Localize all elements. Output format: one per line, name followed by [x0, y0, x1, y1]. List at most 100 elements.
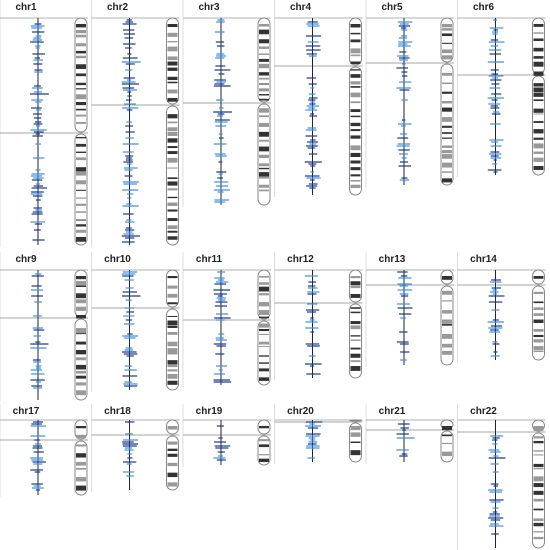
ideogram-band — [167, 67, 178, 71]
ideogram-band — [350, 115, 361, 118]
ideogram-band — [259, 29, 269, 35]
chromosome-panel: chr22 — [457, 404, 546, 550]
ideogram-band — [259, 139, 269, 142]
ideogram-band — [533, 87, 544, 93]
chromosome-label: chr6 — [473, 2, 495, 13]
ideogram-q-arm — [74, 133, 88, 246]
ideogram-band — [442, 290, 452, 295]
ideogram-band — [533, 151, 544, 154]
ideogram-band — [76, 434, 86, 439]
ideogram-band — [259, 122, 269, 127]
ideogram-band — [76, 453, 86, 458]
ideogram-band — [76, 314, 86, 319]
ideogram-band — [259, 454, 269, 456]
ideogram-band — [350, 184, 361, 189]
ideogram-band — [533, 56, 544, 59]
ideogram-band — [442, 310, 452, 314]
ideogram-band — [533, 490, 544, 495]
ideogram-band — [350, 86, 361, 88]
ideogram-band — [76, 349, 86, 355]
ideogram-band — [533, 518, 544, 522]
ideogram-band — [76, 370, 86, 374]
ideogram-band — [259, 276, 269, 278]
ideogram-band — [533, 291, 544, 294]
ideogram-band — [259, 88, 269, 92]
ideogram-band — [76, 364, 86, 370]
ideogram-band — [350, 69, 361, 71]
ideogram-band — [442, 426, 452, 431]
ideogram-band — [167, 127, 178, 132]
ideogram-q-arm — [166, 105, 179, 246]
ideogram-band — [350, 32, 361, 35]
ideogram-band — [442, 451, 452, 457]
ideogram-band — [167, 46, 178, 52]
ideogram-band — [167, 293, 178, 298]
ideogram-band — [533, 531, 544, 533]
ideogram-band — [167, 181, 178, 186]
ideogram-band — [350, 432, 361, 437]
ideogram-band — [167, 146, 178, 149]
ideogram-band — [167, 453, 178, 457]
ideogram-band — [442, 343, 452, 348]
ideogram-band — [533, 276, 544, 279]
ideogram-band — [533, 468, 544, 470]
ideogram-band — [76, 426, 86, 429]
chromosome-panel: chr2 — [91, 0, 180, 247]
ideogram-band — [350, 441, 361, 444]
ideogram-band — [533, 463, 544, 468]
ideogram-band — [350, 281, 361, 286]
ideogram-band — [533, 32, 544, 34]
ideogram-band — [167, 462, 178, 467]
ideogram-band — [350, 145, 361, 151]
ideogram-band — [76, 467, 86, 470]
ideogram-band — [76, 236, 86, 242]
ideogram-band — [259, 108, 269, 113]
ideogram-band — [76, 108, 86, 111]
ideogram-band — [76, 299, 86, 304]
ideogram-band — [533, 476, 544, 482]
chromosome-label: chr9 — [15, 254, 37, 265]
ideogram-band — [167, 188, 178, 191]
chromosome-panel: chr20 — [274, 404, 363, 464]
ideogram-band — [167, 441, 178, 445]
ideogram-band — [350, 174, 361, 177]
ideogram-band — [167, 325, 178, 328]
ideogram-band — [533, 483, 544, 488]
ideogram-band — [167, 482, 178, 487]
ideogram-band — [533, 121, 544, 123]
ideogram-band — [442, 107, 452, 112]
ideogram-band — [533, 536, 544, 540]
ideogram-band — [167, 373, 178, 379]
ideogram-band — [76, 82, 86, 86]
chromosome-label: chr13 — [379, 254, 406, 265]
ideogram-band — [533, 426, 544, 431]
ideogram-band — [76, 64, 86, 69]
chromosome-label: chr22 — [470, 406, 497, 417]
ideogram-band — [533, 71, 544, 76]
ideogram-band — [533, 143, 544, 149]
ideogram-band — [76, 203, 86, 206]
ideogram-band — [533, 450, 544, 452]
ideogram-band — [533, 93, 544, 97]
ideogram-band — [259, 146, 269, 152]
ideogram-band — [442, 55, 452, 60]
ideogram-band — [76, 136, 86, 139]
ideogram-band — [533, 38, 544, 41]
ideogram-band — [442, 132, 452, 134]
ideogram-band — [442, 442, 452, 445]
ideogram-band — [76, 229, 86, 233]
ideogram-band — [442, 333, 452, 339]
ideogram-band — [259, 154, 269, 159]
ideogram-band — [350, 48, 361, 54]
chromosome-panel: chr3 — [182, 0, 271, 207]
ideogram-band — [167, 341, 178, 347]
chromosome-panel: chr19 — [182, 404, 271, 467]
ideogram-band — [76, 197, 86, 199]
ideogram-band — [442, 137, 452, 139]
ideogram-band — [167, 315, 178, 318]
ideogram-band — [167, 196, 178, 199]
ideogram-band — [76, 189, 86, 191]
ideogram-band — [259, 328, 269, 332]
ideogram-band — [76, 341, 86, 345]
